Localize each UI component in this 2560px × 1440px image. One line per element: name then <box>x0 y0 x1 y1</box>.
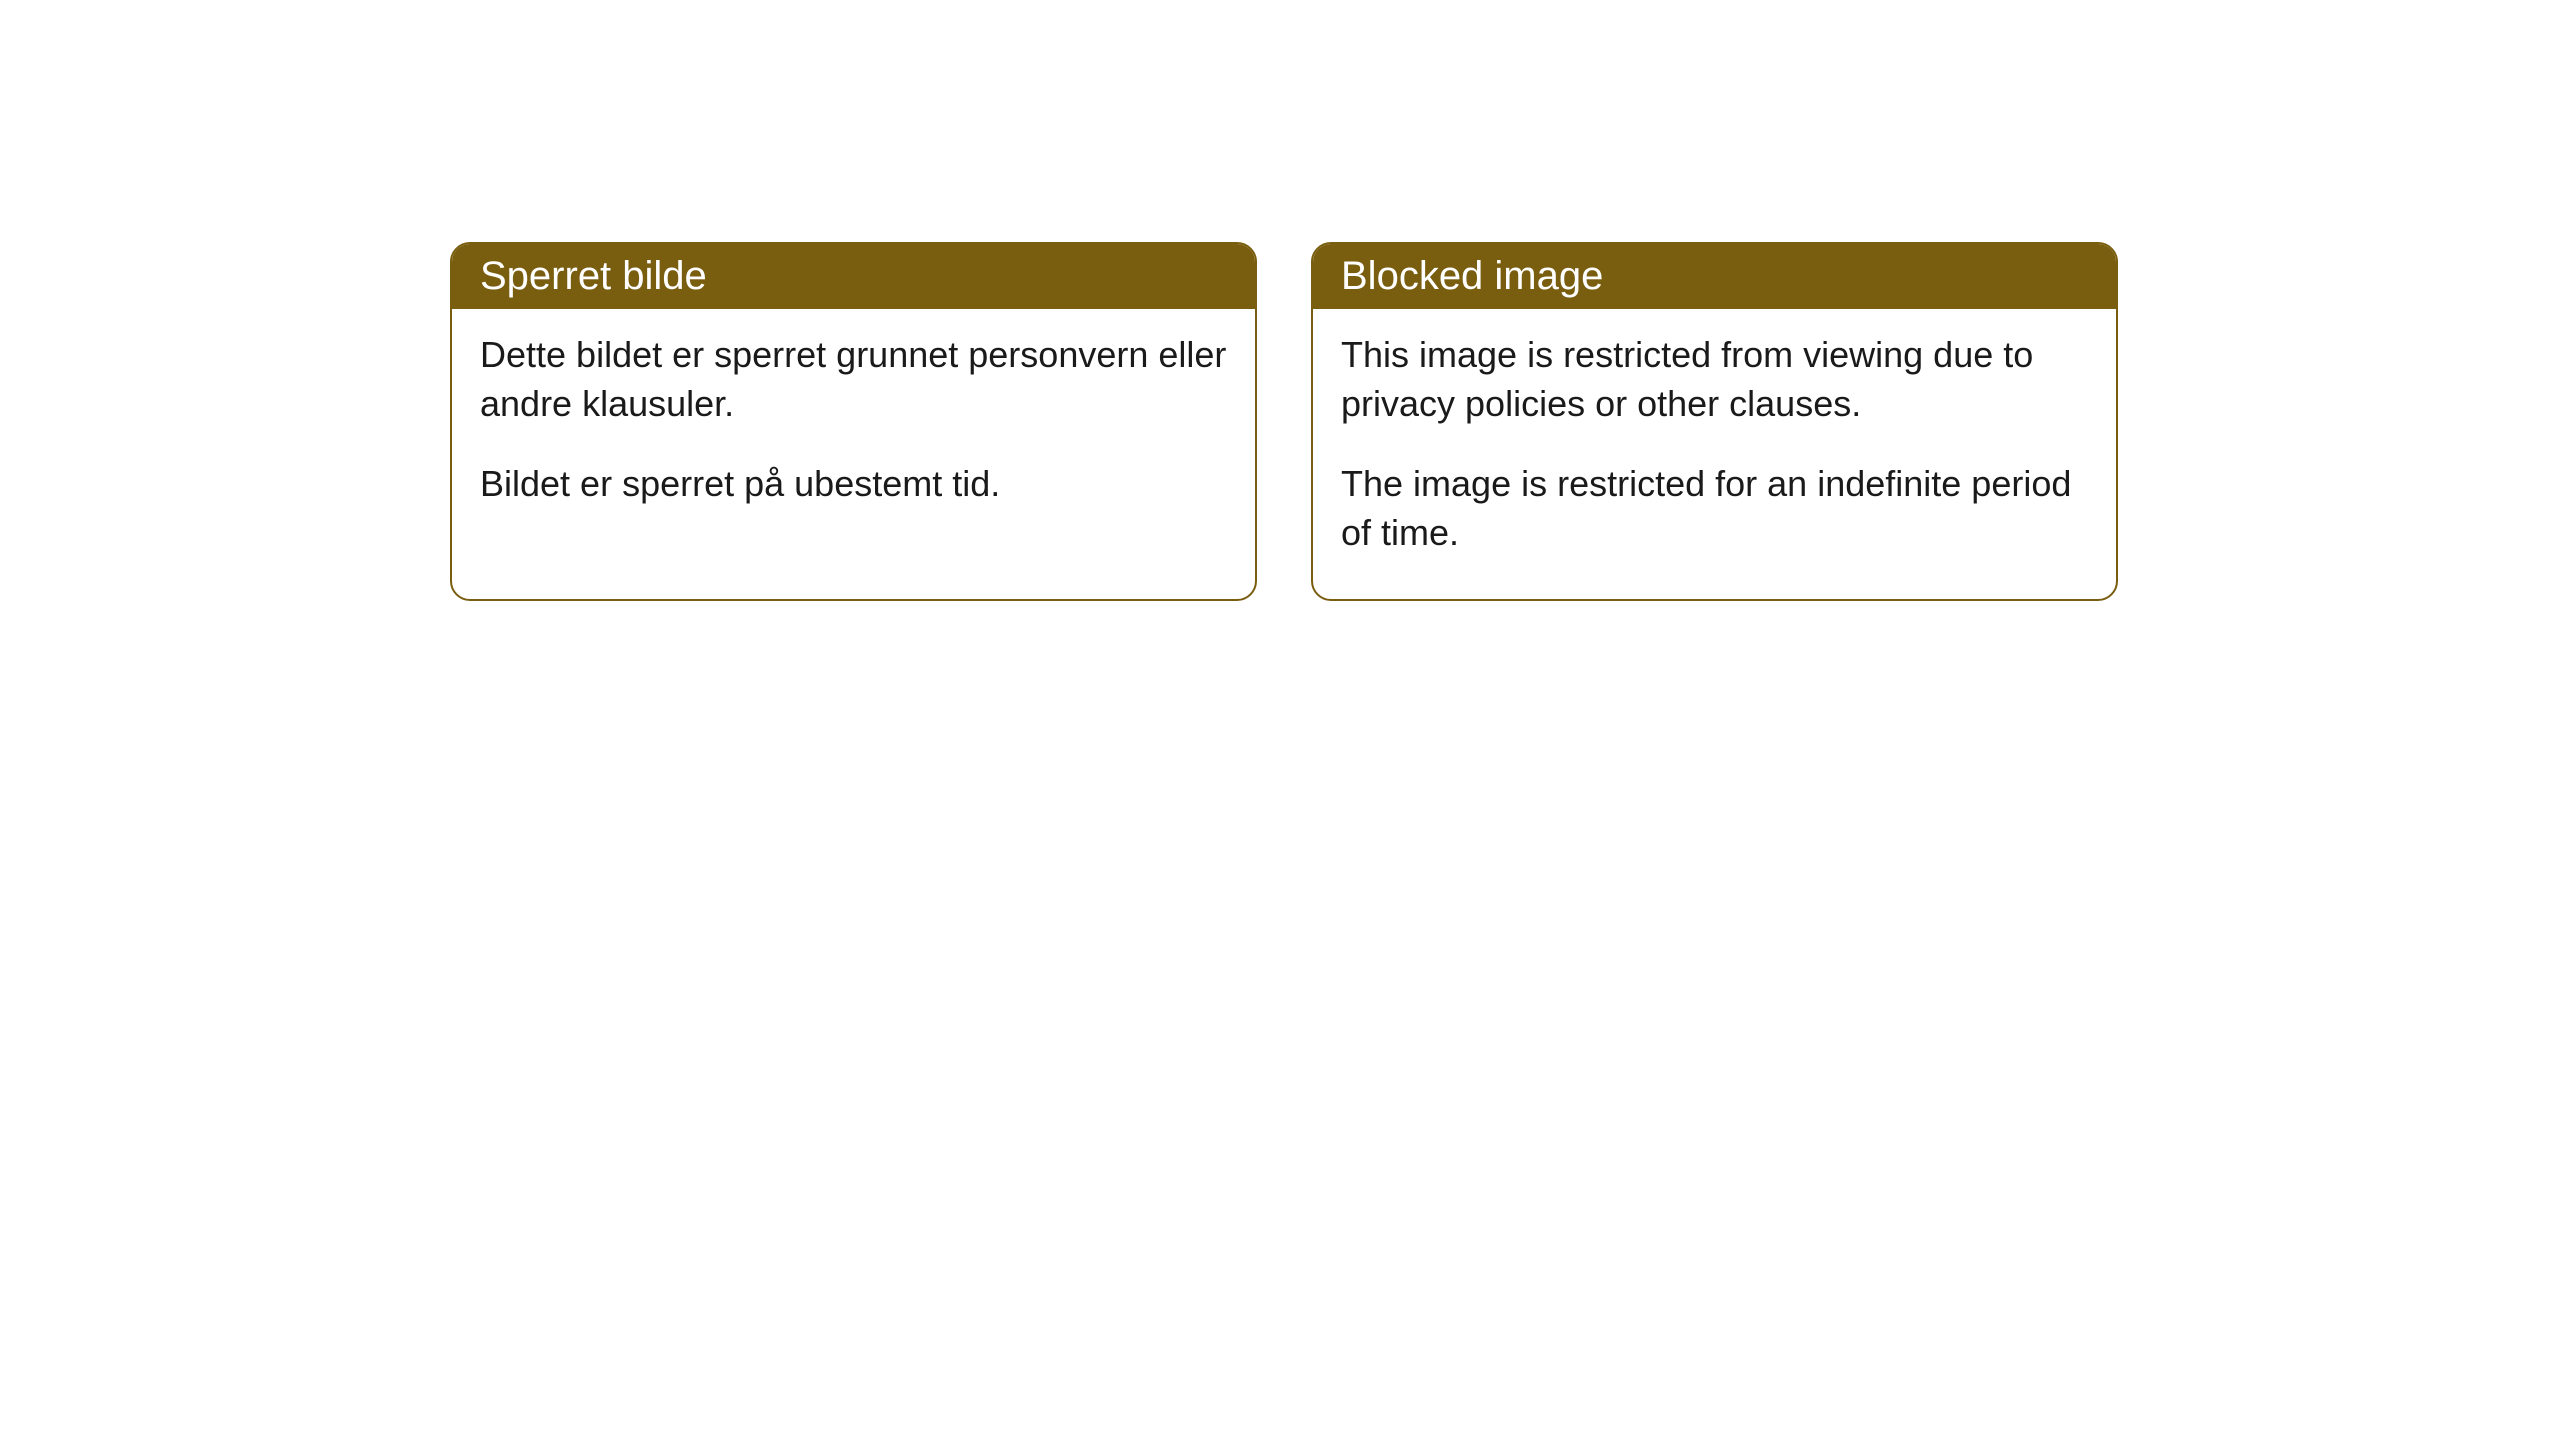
card-paragraph: Dette bildet er sperret grunnet personve… <box>480 331 1227 428</box>
card-paragraph: This image is restricted from viewing du… <box>1341 331 2088 428</box>
card-body: This image is restricted from viewing du… <box>1313 309 2116 599</box>
card-title: Sperret bilde <box>480 254 707 298</box>
card-paragraph: The image is restricted for an indefinit… <box>1341 460 2088 557</box>
card-body: Dette bildet er sperret grunnet personve… <box>452 309 1255 551</box>
notice-cards-container: Sperret bilde Dette bildet er sperret gr… <box>450 242 2118 601</box>
notice-card-norwegian: Sperret bilde Dette bildet er sperret gr… <box>450 242 1257 601</box>
card-header: Blocked image <box>1313 244 2116 309</box>
card-title: Blocked image <box>1341 254 1603 298</box>
card-header: Sperret bilde <box>452 244 1255 309</box>
card-paragraph: Bildet er sperret på ubestemt tid. <box>480 460 1227 509</box>
notice-card-english: Blocked image This image is restricted f… <box>1311 242 2118 601</box>
